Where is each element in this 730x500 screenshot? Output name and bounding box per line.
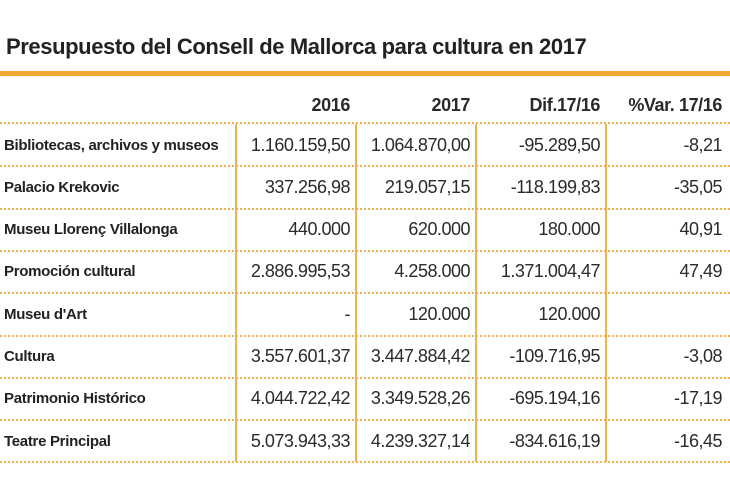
- row-divider: [0, 292, 730, 294]
- table-row: Museu d'Art - 120.000 120.000: [0, 293, 730, 335]
- cell-var: [606, 293, 728, 335]
- cell-2017: 219.057,15: [384, 176, 471, 197]
- cell-dif: 1.371.004,47: [500, 261, 601, 282]
- row-label: Museu Llorenç Villalonga: [4, 221, 178, 239]
- row-divider: [0, 335, 730, 337]
- table-row: Bibliotecas, archivos y museos 1.160.159,…: [0, 124, 730, 166]
- header-2016: 2016: [311, 95, 351, 115]
- cell-2017: 620.000: [408, 219, 470, 240]
- cell-2016: 337.256,98: [264, 176, 351, 197]
- row-divider: [0, 419, 730, 421]
- row-label: Palacio Krekovic: [4, 178, 120, 196]
- title-rule: [0, 71, 730, 76]
- cell-dif: -834.616,19: [509, 430, 600, 451]
- header-2017: 2017: [431, 95, 471, 115]
- row-label: Bibliotecas, archivos y museos: [4, 136, 219, 154]
- row-divider: [0, 208, 730, 210]
- cell-2017: 1.064.870,00: [370, 134, 471, 155]
- table-row: Cultura 3.557.601,37 3.447.884,42 -109.716,…: [0, 336, 730, 378]
- cell-2016: 440.000: [288, 219, 350, 240]
- cell-2016: 1.160.159,50: [250, 134, 351, 155]
- cell-2017: 3.349.528,26: [370, 388, 471, 409]
- table-title: Presupuesto del Consell de Mallorca para…: [6, 34, 587, 59]
- cell-dif: -118.199,83: [510, 176, 601, 197]
- cell-2017: 120.000: [408, 303, 470, 324]
- row-divider: [0, 122, 730, 124]
- column-divider: [475, 124, 477, 462]
- header-dif: Dif.17/16: [529, 95, 601, 115]
- table-row: Promoción cultural 2.886.995,53 4.258.000 1…: [0, 251, 730, 293]
- cell-2016: 2.886.995,53: [250, 261, 351, 282]
- table-row: Palacio Krekovic 337.256,98 219.057,15 -118…: [0, 166, 730, 208]
- row-label: Patrimonio Histórico: [4, 390, 146, 408]
- cell-dif: 180.000: [538, 219, 600, 240]
- table-row: Teatre Principal 5.073.943,33 4.239.327,14…: [0, 420, 730, 462]
- cell-dif: -109.716,95: [509, 346, 600, 366]
- row-label: Cultura: [4, 348, 55, 365]
- cell-var: -16,45: [673, 430, 723, 451]
- column-divider: [355, 124, 357, 462]
- row-divider: [0, 165, 730, 167]
- cell-var: -17,19: [673, 388, 723, 409]
- cell-2017: 4.239.327,14: [370, 430, 471, 451]
- cell-dif: 120.000: [538, 303, 600, 324]
- cell-var: -35,05: [673, 176, 723, 197]
- row-divider: [0, 250, 730, 252]
- cell-dif: -695.194,16: [509, 388, 600, 409]
- cell-var: -3,08: [683, 346, 722, 366]
- cell-2017: 3.447.884,42: [370, 346, 471, 366]
- row-divider: [0, 377, 730, 379]
- header-var: %Var. 17/16: [628, 95, 722, 115]
- table-row: Museu Llorenç Villalonga 440.000 620.000 18…: [0, 209, 730, 251]
- cell-2016: 3.557.601,37: [250, 346, 351, 366]
- cell-var: 47,49: [679, 261, 722, 282]
- row-label: Teatre Principal: [4, 432, 111, 450]
- cell-2016: 5.073.943,33: [250, 430, 351, 451]
- cell-dif: -95.289,50: [518, 134, 601, 155]
- column-divider: [605, 124, 607, 462]
- cell-2016: -: [344, 303, 351, 324]
- table-row: Patrimonio Histórico 4.044.722,42 3.349.52…: [0, 378, 730, 420]
- cell-2016: 4.044.722,42: [250, 388, 351, 409]
- cell-var: 40,91: [679, 219, 722, 240]
- cell-2017: 4.258.000: [394, 261, 470, 282]
- column-divider: [235, 124, 237, 462]
- row-divider: [0, 461, 730, 463]
- cell-var: -8,21: [683, 134, 722, 155]
- row-label: Promoción cultural: [4, 263, 136, 281]
- row-label: Museu d'Art: [4, 305, 87, 323]
